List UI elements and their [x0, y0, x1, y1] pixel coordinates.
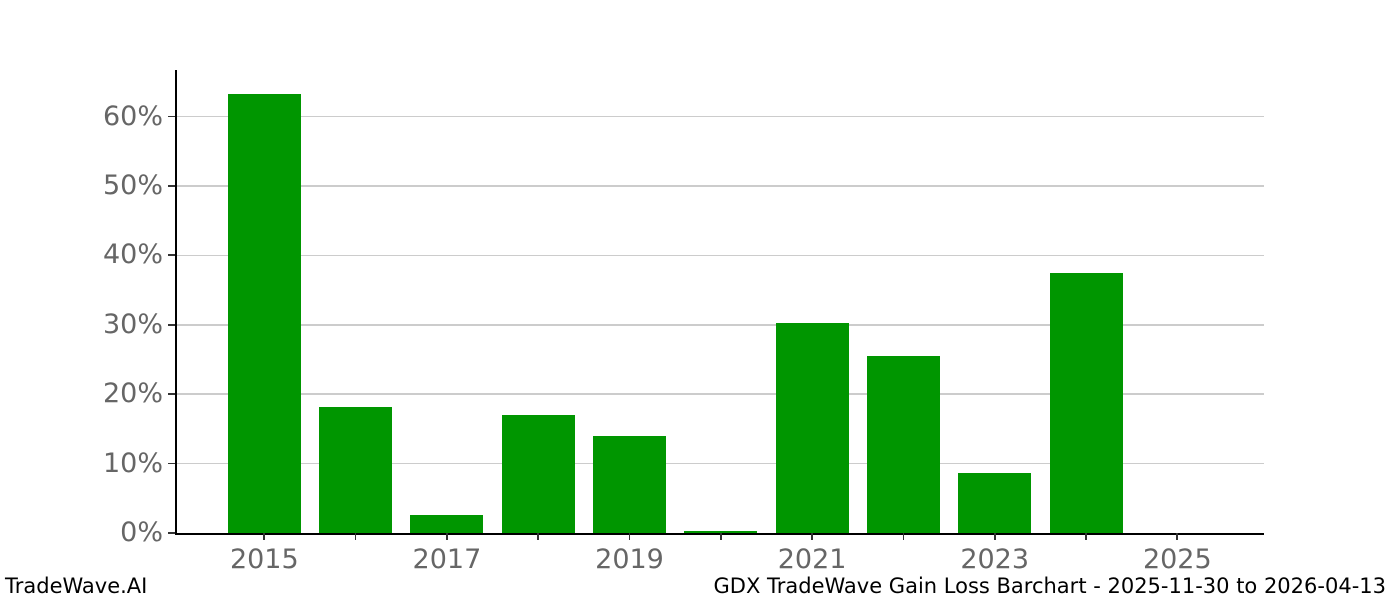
bar [593, 435, 666, 533]
y-tick-label: 20% [102, 378, 163, 410]
x-tick [993, 533, 996, 540]
x-tick [263, 533, 266, 540]
bar [227, 93, 301, 533]
y-tick [168, 323, 175, 326]
footer: TradeWave.AI GDX TradeWave Gain Loss Bar… [0, 570, 1400, 598]
bar [684, 530, 758, 533]
x-tick [354, 533, 357, 540]
brand-label: TradeWave.AI [5, 574, 148, 598]
bar [958, 472, 1032, 533]
y-tick-label: 60% [102, 100, 163, 132]
x-tick-label: 2015 [229, 544, 299, 575]
y-gridline [177, 185, 1264, 187]
y-tick [168, 254, 175, 257]
plot-area: 0% 10% 20% 30% 40% 50% 60% 2015 2017 2019 2021 2023… [103, 70, 1264, 575]
x-tick-label: 2019 [595, 544, 664, 575]
y-tick [168, 393, 175, 395]
y-gridline [177, 462, 1264, 465]
y-tick [168, 462, 175, 465]
y-gridline [177, 115, 1264, 118]
y-tick-label: 10% [102, 447, 163, 479]
y-tick-label: 40% [102, 239, 163, 271]
y-gridline [177, 254, 1264, 257]
y-tick-label: 30% [102, 308, 163, 340]
bar [866, 356, 940, 533]
x-tick [537, 533, 540, 540]
x-tick-label: 2025 [1142, 544, 1212, 575]
bar [319, 406, 393, 533]
y-tick [168, 115, 175, 118]
bar [1049, 272, 1123, 533]
x-tick [902, 533, 905, 540]
x-tick [1176, 533, 1179, 540]
y-gridline [177, 324, 1264, 326]
x-tick [446, 533, 448, 540]
x-tick-label: 2021 [777, 544, 847, 575]
x-tick-label: 2017 [412, 544, 482, 575]
y-tick-label: 0% [120, 517, 163, 548]
bar [410, 514, 484, 533]
chart-title: GDX TradeWave Gain Loss Barchart - 2025-… [713, 574, 1387, 598]
x-tick [1085, 533, 1087, 540]
y-tick [168, 185, 175, 187]
x-tick [628, 533, 631, 540]
y-tick [168, 532, 175, 534]
y-tick-label: 50% [102, 169, 163, 201]
bar [501, 415, 575, 533]
x-tick [811, 533, 813, 540]
y-gridline [177, 393, 1264, 395]
bar [775, 322, 849, 533]
x-tick [719, 533, 722, 540]
x-tick-label: 2023 [960, 544, 1030, 575]
